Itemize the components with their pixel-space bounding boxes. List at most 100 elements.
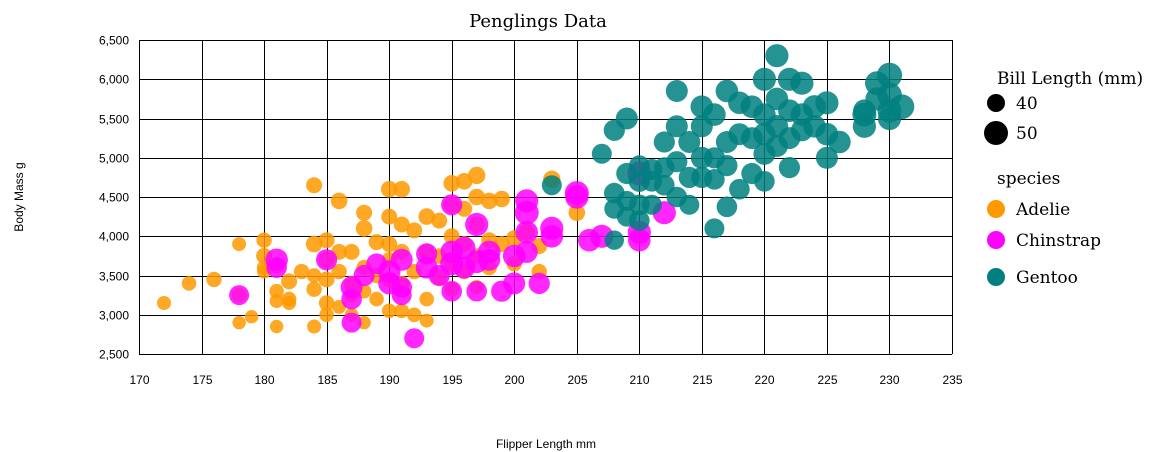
data-point — [441, 280, 463, 302]
data-point — [229, 285, 250, 306]
y-tick-label: 6,000 — [99, 73, 129, 87]
legend-marker-gentoo — [987, 268, 1005, 286]
data-point — [157, 296, 171, 310]
size-legend-marker-40 — [987, 94, 1005, 112]
data-point — [406, 222, 423, 239]
data-point — [368, 234, 385, 251]
data-point — [391, 277, 413, 298]
data-point — [404, 328, 425, 349]
data-point — [466, 280, 488, 302]
x-tick-label: 170 — [129, 373, 149, 387]
legend: Bill Length (mm) 40 50 species Adelie Ch… — [984, 69, 1143, 288]
data-point — [790, 71, 814, 95]
data-point — [828, 130, 851, 154]
y-tick-label: 6,500 — [99, 34, 129, 48]
data-point — [514, 200, 539, 225]
y-tick-label: 5,500 — [99, 113, 129, 127]
data-point — [653, 131, 675, 153]
data-point — [281, 273, 298, 290]
x-tick-label: 185 — [317, 373, 337, 387]
data-point — [316, 249, 338, 271]
data-point — [355, 220, 373, 237]
data-point — [418, 208, 436, 225]
data-point — [468, 188, 486, 206]
data-point — [752, 67, 777, 91]
data-point — [406, 307, 422, 323]
data-point — [765, 44, 789, 68]
data-point — [390, 248, 413, 271]
data-point — [465, 212, 489, 237]
x-tick-label: 230 — [879, 373, 899, 387]
data-point — [306, 177, 323, 194]
y-tick-label: 2,500 — [99, 348, 129, 362]
data-point — [393, 216, 410, 233]
x-tick-label: 200 — [504, 373, 524, 387]
data-point — [480, 192, 498, 210]
data-point — [443, 228, 460, 245]
x-axis-ticks: 170 175 180 185 190 195 200 205 210 215 220 225 230 2… — [129, 373, 962, 387]
x-tick-label: 210 — [629, 373, 649, 387]
data-point — [380, 180, 398, 198]
data-point — [341, 312, 362, 333]
size-legend-marker-50 — [984, 121, 1008, 145]
y-tick-label: 4,500 — [99, 191, 129, 205]
data-point — [282, 296, 297, 310]
x-tick-label: 190 — [379, 373, 399, 387]
data-point — [628, 228, 651, 252]
data-point — [318, 295, 335, 311]
data-point — [232, 237, 247, 252]
data-point — [381, 208, 398, 225]
data-point — [889, 94, 915, 119]
x-tick-label: 180 — [254, 373, 274, 387]
data-point — [381, 236, 398, 253]
y-axis-ticks: 2,500 3,000 3,500 4,000 4,500 5,000 5,500 6,000… — [99, 34, 129, 362]
color-legend-title: species — [997, 169, 1060, 189]
data-point — [716, 196, 738, 218]
data-point — [541, 175, 562, 196]
size-legend-title: Bill Length (mm) — [997, 69, 1143, 89]
x-tick-label: 220 — [754, 373, 774, 387]
data-point — [419, 291, 435, 307]
data-point — [754, 171, 775, 192]
data-points — [157, 44, 915, 349]
data-point — [615, 107, 638, 130]
data-point — [729, 178, 750, 200]
size-legend-label-50: 50 — [1016, 124, 1038, 144]
data-point — [306, 281, 322, 297]
data-point — [540, 216, 564, 240]
data-point — [381, 303, 397, 319]
data-point — [307, 319, 322, 334]
data-point — [503, 272, 526, 295]
x-tick-label: 235 — [942, 373, 962, 387]
data-point — [678, 131, 701, 153]
data-point — [704, 169, 725, 190]
data-point — [269, 294, 284, 308]
data-point — [641, 194, 662, 215]
data-point — [330, 192, 348, 210]
y-tick-label: 3,000 — [99, 309, 129, 323]
data-point — [629, 210, 650, 231]
data-point — [815, 91, 839, 115]
data-point — [232, 315, 246, 330]
data-point — [305, 235, 323, 253]
data-point — [181, 276, 197, 291]
data-point — [568, 204, 586, 221]
data-point — [266, 257, 287, 278]
data-point — [515, 240, 538, 263]
x-tick-label: 175 — [192, 373, 212, 387]
data-point — [815, 146, 838, 169]
data-point — [565, 185, 589, 209]
data-point — [679, 194, 700, 215]
data-point — [477, 240, 501, 264]
data-point — [306, 268, 322, 283]
data-point — [256, 232, 272, 248]
data-point — [876, 62, 903, 88]
data-point — [419, 313, 434, 328]
data-point — [319, 307, 334, 323]
data-point — [666, 151, 688, 173]
grid — [139, 40, 953, 355]
chart-title: Penglings Data — [469, 11, 607, 32]
legend-label-gentoo: Gentoo — [1016, 268, 1078, 288]
data-point — [665, 115, 688, 138]
